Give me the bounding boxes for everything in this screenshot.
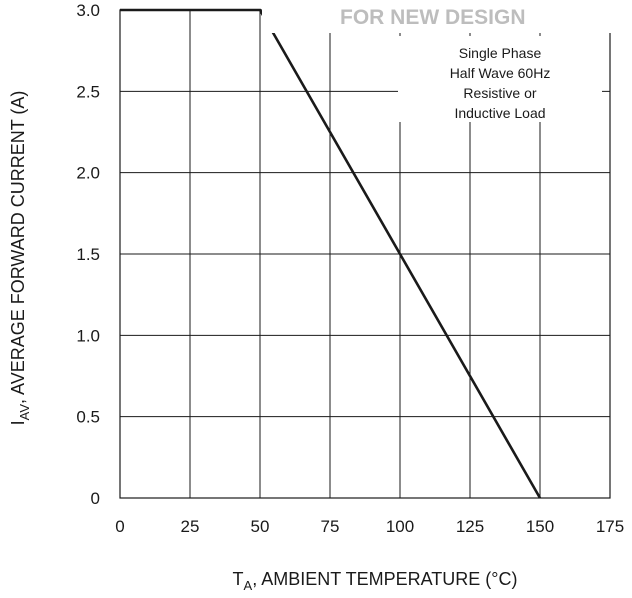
annotation-line-1: Single Phase xyxy=(459,45,542,61)
y-axis-title: IAV, AVERAGE FORWARD CURRENT (A) xyxy=(8,91,32,426)
y-tick-label-6: 3.0 xyxy=(76,1,100,20)
x-tick-label-25: 25 xyxy=(181,517,200,536)
y-tick-label-0: 0 xyxy=(91,489,100,508)
y-tick-label-5: 2.5 xyxy=(76,82,100,101)
x-axis-title-main: T xyxy=(233,569,244,589)
banner-text: FOR NEW DESIGN xyxy=(340,6,526,29)
x-tick-label-150: 150 xyxy=(526,517,554,536)
derating-curve-0 xyxy=(120,8,542,499)
y-tick-label-2: 1.0 xyxy=(76,326,100,345)
y-axis-title-main: I xyxy=(8,420,28,425)
y-tick-label-1: 0.5 xyxy=(76,408,100,427)
curve-layer xyxy=(120,8,542,499)
x-tick-label-100: 100 xyxy=(386,517,414,536)
x-tick-label-175: 175 xyxy=(596,517,624,536)
x-axis-title-subscript: A xyxy=(244,578,253,593)
y-axis-title-subscript: AV xyxy=(17,404,32,421)
x-tick-labels: 0 25 50 75 100 125 150 175 xyxy=(115,517,624,536)
x-tick-label-75: 75 xyxy=(321,517,340,536)
annotation-line-2: Half Wave 60Hz xyxy=(450,65,551,81)
x-tick-label-50: 50 xyxy=(251,517,270,536)
banner-background xyxy=(262,0,632,33)
annotation-line-4: Inductive Load xyxy=(454,105,545,121)
y-tick-label-4: 2.0 xyxy=(76,164,100,183)
y-tick-label-3: 1.5 xyxy=(76,245,100,264)
x-tick-label-125: 125 xyxy=(456,517,484,536)
y-tick-labels: 0 0.5 1.0 1.5 2.0 2.5 3.0 xyxy=(76,1,100,508)
x-axis-title-rest: , AMBIENT TEMPERATURE (°C) xyxy=(252,569,517,589)
annotation-background xyxy=(398,36,602,122)
annotation-line-3: Resistive or xyxy=(463,85,536,101)
x-axis-title: TA, AMBIENT TEMPERATURE (°C) xyxy=(233,569,518,593)
y-axis-title-rest: , AVERAGE FORWARD CURRENT (A) xyxy=(8,91,28,404)
x-tick-label-0: 0 xyxy=(115,517,124,536)
